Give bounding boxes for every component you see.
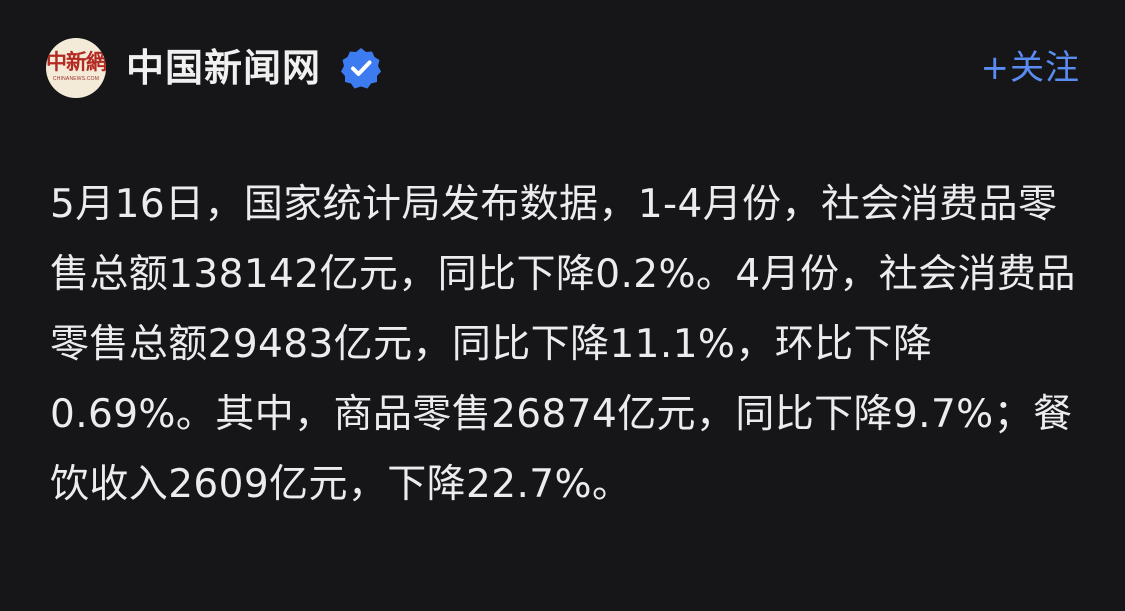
post-header: 中新網 CHINANEWS.COM 中国新闻网 +关注: [46, 36, 1080, 100]
verified-check-icon: [341, 48, 382, 89]
avatar-logo-text: 中新網: [46, 49, 106, 74]
follow-button[interactable]: +关注: [980, 48, 1080, 88]
avatar-logo-subtext: CHINANEWS.COM: [52, 76, 100, 82]
account-name[interactable]: 中国新闻网: [126, 46, 322, 90]
avatar[interactable]: 中新網 CHINANEWS.COM: [46, 38, 106, 98]
post-text: 5月16日，国家统计局发布数据，1-4月份，社会消费品零售总额138142亿元，…: [50, 182, 1076, 507]
